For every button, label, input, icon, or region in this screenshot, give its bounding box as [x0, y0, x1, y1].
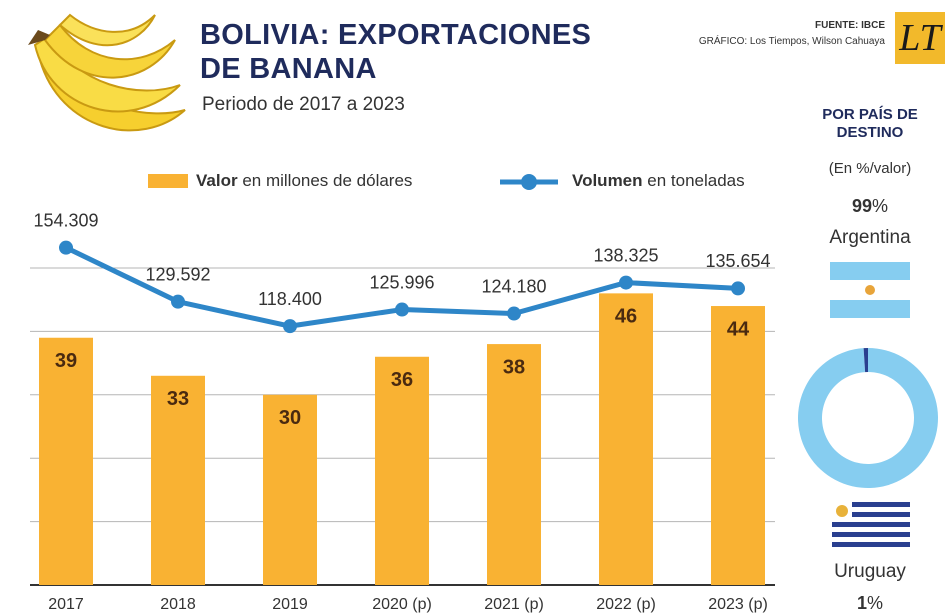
- donut-category-label: Argentina: [829, 227, 911, 248]
- x-tick-label: 2021 (p): [484, 596, 544, 613]
- legend-marker: [521, 174, 537, 190]
- donut-title: POR PAÍS DE DESTINO: [822, 106, 918, 141]
- bar-value-label: 30: [279, 407, 301, 429]
- chart-subtitle: Periodo de 2017 a 2023: [202, 94, 405, 115]
- donut-value-label: 1%: [857, 593, 883, 613]
- donut-category-label: Uruguay: [834, 561, 906, 582]
- bar-value-label: 46: [615, 306, 637, 328]
- donut-value-label: 99%: [852, 196, 888, 216]
- x-tick-label: 2022 (p): [596, 596, 656, 613]
- bar: [375, 356, 429, 585]
- bar-value-label: 38: [503, 356, 525, 378]
- donut-subtitle: (En %/valor): [828, 160, 912, 177]
- line-value-label: 138.325: [593, 245, 658, 265]
- line-value-label: 125.996: [369, 272, 434, 292]
- donut-slice: [797, 348, 938, 488]
- x-tick-label: 2017: [48, 596, 84, 613]
- line-point: [731, 281, 745, 296]
- bar: [151, 375, 205, 585]
- bar-value-label: 36: [391, 369, 413, 391]
- legend-swatch: [148, 174, 188, 188]
- x-tick-label: 2020 (p): [372, 596, 432, 613]
- chart-title: BOLIVIA: EXPORTACIONES DE BANANA: [200, 19, 592, 85]
- bar: [711, 306, 765, 585]
- donut-slice: [863, 348, 868, 373]
- x-tick-label: 2019: [272, 596, 308, 613]
- line-point: [619, 275, 633, 290]
- bar-value-label: 33: [167, 388, 189, 410]
- legend-label: Valor en millones de dólares: [196, 171, 412, 190]
- uruguay-flag: [832, 500, 910, 547]
- line-value-label: 118.400: [258, 289, 322, 309]
- line-value-label: 124.180: [481, 276, 546, 296]
- logo: LT: [895, 12, 945, 64]
- line-point: [171, 294, 185, 309]
- line-value-label: 129.592: [145, 264, 210, 284]
- bar-value-label: 39: [55, 350, 77, 372]
- line-point: [283, 319, 297, 334]
- line-point: [507, 306, 521, 321]
- line-point: [395, 302, 409, 317]
- banana-illustration: [28, 13, 186, 132]
- line-value-label: 135.654: [705, 251, 770, 271]
- credit: GRÁFICO: Los Tiempos, Wilson Cahuaya: [698, 36, 885, 47]
- line-value-label: 154.309: [33, 210, 98, 230]
- bar-value-label: 44: [727, 318, 750, 340]
- bar: [599, 293, 653, 585]
- bar: [487, 344, 541, 585]
- x-tick-label: 2023 (p): [708, 596, 768, 613]
- legend-label: Volumen en toneladas: [572, 171, 745, 190]
- source: FUENTE: IBCE: [815, 20, 885, 31]
- x-tick-label: 2018: [160, 596, 196, 613]
- line-point: [59, 240, 73, 255]
- argentina-flag: [830, 262, 910, 318]
- bar: [39, 337, 93, 585]
- bar: [263, 394, 317, 585]
